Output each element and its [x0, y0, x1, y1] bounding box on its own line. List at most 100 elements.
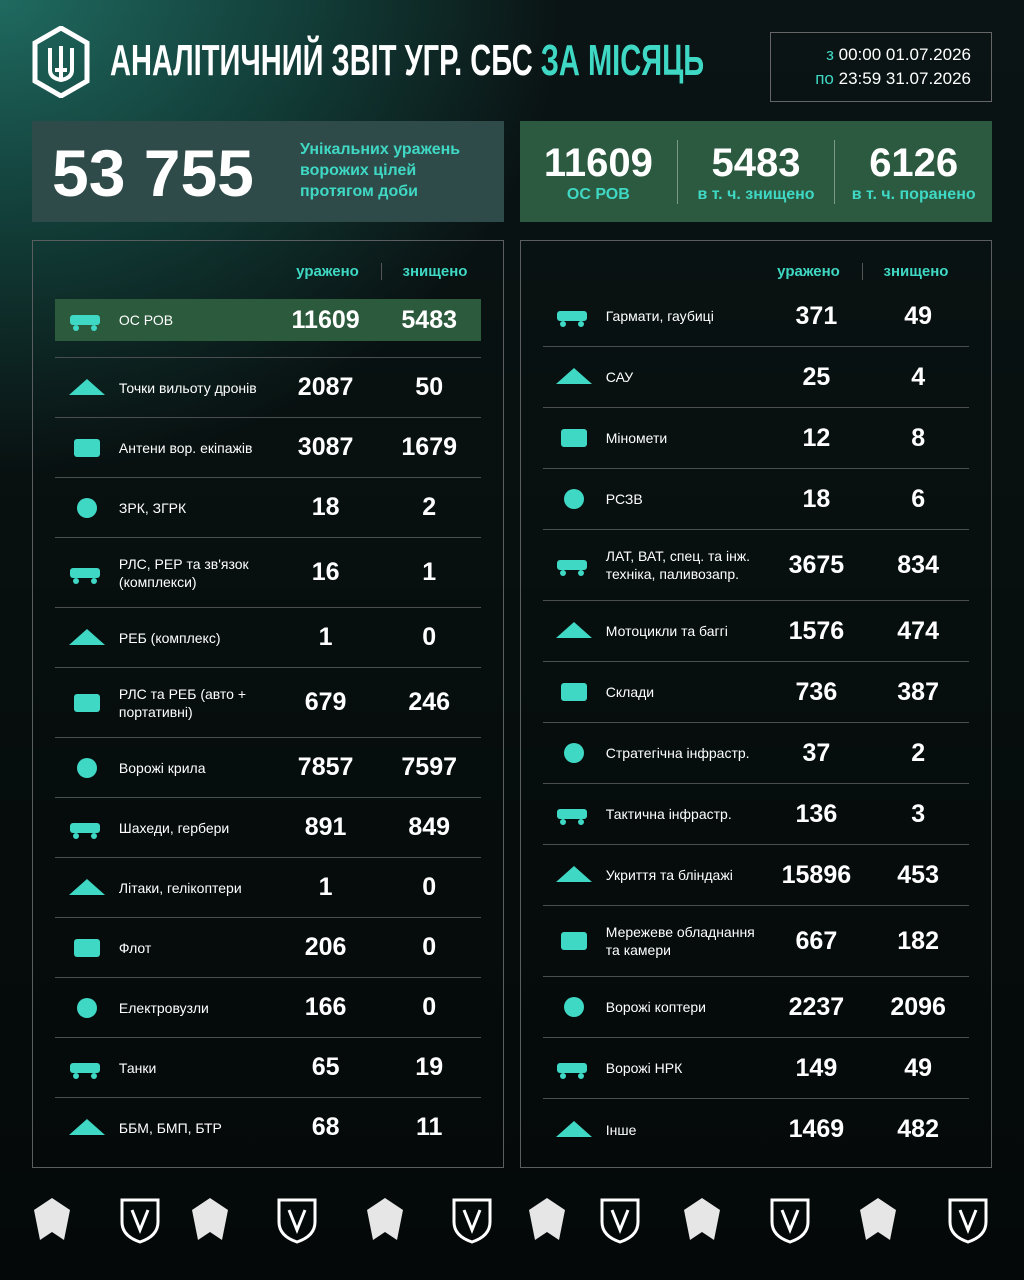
hit-count: 68: [311, 1113, 340, 1141]
unit-logo: [34, 1198, 70, 1240]
row-icon: [69, 315, 100, 331]
hit-count: 12: [802, 423, 831, 452]
icon-cell: [543, 994, 606, 1020]
destroyed-count: 49: [904, 301, 933, 330]
row-label: Шахеди, гербери: [118, 819, 230, 836]
row-label: Стратегічна інфрастр.: [605, 745, 750, 761]
hit-count: 25: [802, 362, 831, 391]
stat: 5483 в т. ч. знищено: [676, 139, 835, 204]
icon-cell: [543, 552, 606, 578]
row-label: Антени вор. екіпажів: [118, 439, 253, 456]
destroyed-count: 387: [897, 677, 939, 706]
column-header: знищено: [381, 263, 488, 280]
column-header: знищено: [862, 263, 969, 280]
table-row: Міномети 12 8: [543, 408, 969, 469]
row-icon: [73, 438, 100, 457]
table-row: Мотоцикли та баггі 1576 474: [543, 601, 969, 662]
destroyed-count: 0: [422, 873, 437, 901]
row-label: Укриття та бліндажі: [605, 867, 733, 883]
left-table: уражено знищено ОС РОВ 11609 5483 Точки виль…: [32, 240, 504, 1168]
icon-cell: [55, 625, 119, 651]
destroyed-count: 0: [422, 933, 437, 961]
row-label: Тактична інфрастр.: [605, 806, 732, 822]
icon-cell: [55, 1055, 119, 1081]
hit-count: 18: [802, 484, 831, 513]
destroyed-count: 2096: [890, 992, 946, 1021]
row-icon: [556, 866, 593, 882]
hit-count: 3675: [788, 550, 845, 579]
hit-count: 1: [318, 873, 333, 901]
destroyed-count: 1: [422, 558, 437, 586]
unit-logo: [770, 1198, 810, 1244]
table-row: ББМ, БМП, БТР 68 11: [55, 1097, 481, 1157]
table-rows: Гармати, гаубиці 371 49 САУ 25 4 Міномети 12 8 РС…: [543, 286, 969, 1160]
row-label: Гармати, гаубиці: [605, 308, 714, 324]
unit-logo: [684, 1198, 720, 1240]
hit-count: 136: [795, 799, 838, 828]
icon-cell: [55, 935, 119, 961]
icon-cell: [55, 690, 119, 716]
destroyed-count: 4: [911, 362, 926, 391]
hit-count: 166: [304, 993, 347, 1021]
row-label: РЛС та РЕБ (авто + портативні): [118, 685, 247, 720]
destroyed-count: 182: [897, 926, 939, 955]
destroyed-count: 19: [415, 1053, 444, 1081]
row-icon: [68, 628, 105, 645]
row-label: САУ: [605, 369, 634, 385]
unit-logo: [452, 1198, 492, 1244]
row-label: Точки вильоту дронів: [118, 379, 257, 396]
table-row: САУ 25 4: [543, 347, 969, 408]
hit-count: 7857: [297, 753, 354, 781]
row-icon: [557, 311, 588, 327]
icon-cell: [543, 1117, 606, 1143]
period-line: по 23:59 31.07.2026: [771, 67, 971, 91]
row-icon: [556, 368, 593, 384]
summary: 53 755 Унікальних уражень ворожих цілей …: [32, 121, 504, 222]
row-label: Мотоцикли та баггі: [605, 623, 728, 639]
destroyed-count: 11: [415, 1113, 443, 1141]
unit-logo: [192, 1198, 228, 1240]
row-label: Ворожі НРК: [605, 1060, 683, 1076]
destroyed-count: 246: [408, 688, 451, 716]
row-label: РСЗВ: [605, 491, 643, 507]
row-icon: [68, 378, 105, 395]
table-header: уражено знищено: [274, 263, 488, 280]
destroyed-count: 6: [911, 484, 926, 513]
stat-value: 6126: [869, 140, 959, 185]
row-label: Флот: [118, 939, 152, 956]
period-time: 00:00: [838, 45, 882, 64]
destroyed-count: 849: [408, 813, 451, 841]
hit-count: 1576: [788, 616, 845, 645]
hit-count: 736: [795, 677, 838, 706]
row-label: ЛАТ, ВАТ, спец. та інж. техніка, паливоз…: [605, 548, 751, 582]
row-icon: [69, 567, 100, 584]
title: АНАЛІТИЧНИЙ ЗВІТ УГР. СБС ЗА МІСЯЦЬ: [110, 36, 704, 86]
table-row: Антени вор. екіпажів 3087 1679: [55, 417, 481, 477]
row-label: Танки: [118, 1059, 157, 1076]
icon-cell: [55, 560, 119, 586]
row-label: Міномети: [605, 430, 668, 446]
table-row: Ворожі крила 7857 7597: [55, 737, 481, 797]
table-row: Стратегічна інфрастр. 37 2: [543, 723, 969, 784]
destroyed-count: 482: [897, 1115, 939, 1143]
icon-cell: [543, 679, 606, 705]
row-icon: [556, 1120, 593, 1137]
destroyed-count: 49: [904, 1053, 933, 1082]
hit-count: 679: [304, 688, 347, 716]
period-time: 23:59: [838, 69, 882, 88]
destroyed-count: 5483: [401, 305, 458, 334]
right-table: уражено знищено Гармати, гаубиці 371 49 САУ 2…: [520, 240, 992, 1168]
row-icon: [68, 878, 105, 895]
hit-count: 3087: [297, 433, 354, 461]
table-row: Склади 736 387: [543, 662, 969, 723]
stat-value: 11609: [543, 140, 653, 185]
period-date: 31.07.2026: [885, 69, 971, 88]
period-prefix: по: [815, 69, 834, 88]
destroyed-count: 1679: [401, 433, 458, 461]
stat: 6126 в т. ч. поранено: [834, 139, 992, 204]
row-icon: [564, 743, 585, 763]
row-icon: [76, 497, 97, 518]
hit-count: 1: [318, 623, 333, 651]
row-label: ЗРК, ЗГРК: [118, 499, 187, 516]
